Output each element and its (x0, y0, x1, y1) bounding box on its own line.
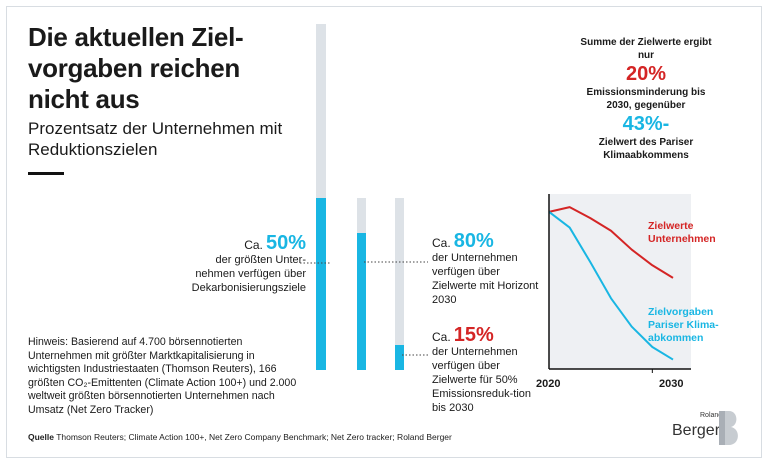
line-label-cyan: Zielvorgaben Pariser Klima-abkommen (648, 306, 719, 344)
bar-track-1 (316, 24, 326, 370)
bar-fill-1 (316, 198, 326, 370)
annotation-text: der Unternehmen verfügen über Zielwerte … (432, 252, 539, 306)
x-tick-2030: 2030 (659, 378, 684, 390)
title-underline (28, 172, 64, 175)
series-line-paris (548, 211, 674, 361)
summary-note: Summe der Zielwerte ergibt nur 20% Emiss… (576, 36, 716, 162)
annotation-bar-3: Ca. 15% der Unternehmen verfügen über Zi… (432, 325, 542, 415)
annotation-ca: Ca. (432, 330, 451, 344)
bar-fill-2 (357, 233, 366, 370)
annotation-percent: 80% (453, 230, 494, 252)
logo-big-word: Berger (672, 422, 721, 439)
annotation-text: der größten Unter-nehmen verfügen über D… (191, 254, 306, 294)
bar-fill-3 (395, 345, 404, 370)
series-line-unternehmen (548, 206, 674, 279)
annotation-bar-1: Ca. 50% der größten Unter-nehmen verfüge… (186, 233, 306, 295)
summary-line-1: Summe der Zielwerte ergibt nur (580, 37, 712, 61)
line-chart-background (549, 194, 691, 369)
source-line: Quelle Thomson Reuters; Climate Action 1… (28, 432, 452, 442)
annotation-bar-2: Ca. 80% der Unternehmen verfügen über Zi… (432, 231, 542, 307)
annotation-percent: 15% (453, 324, 494, 346)
summary-percent-1: 20% (625, 63, 667, 85)
summary-line-3: Zielwert des Pariser Klimaabkommens (598, 137, 694, 161)
page-subtitle: Prozentsatz der Unternehmen mit Reduktio… (28, 119, 283, 159)
annotation-text: der Unternehmen verfügen über Zielwerte … (432, 346, 532, 414)
source-text: Thomson Reuters; Climate Action 100+, Ne… (56, 432, 452, 442)
logo-small-word: Roland (700, 412, 723, 419)
source-label: Quelle (28, 432, 54, 442)
annotation-percent: 50% (265, 232, 306, 254)
bar-track-3 (395, 198, 404, 370)
annotation-ca: Ca. (432, 236, 451, 250)
annotation-ca: Ca. (244, 238, 263, 252)
summary-percent-2: 43%- (622, 113, 670, 135)
page-title: Die aktuellen Ziel-vorgaben reichen nich… (28, 22, 244, 114)
methodology-note: Hinweis: Basierend auf 4.700 börsennotie… (28, 336, 297, 416)
logo-b-icon (719, 411, 738, 445)
line-label-red: Zielwerte Unternehmen (648, 220, 716, 245)
summary-line-2: Emissionsminderung bis 2030, gegenüber (586, 87, 706, 111)
x-tick-2020: 2020 (536, 378, 561, 390)
